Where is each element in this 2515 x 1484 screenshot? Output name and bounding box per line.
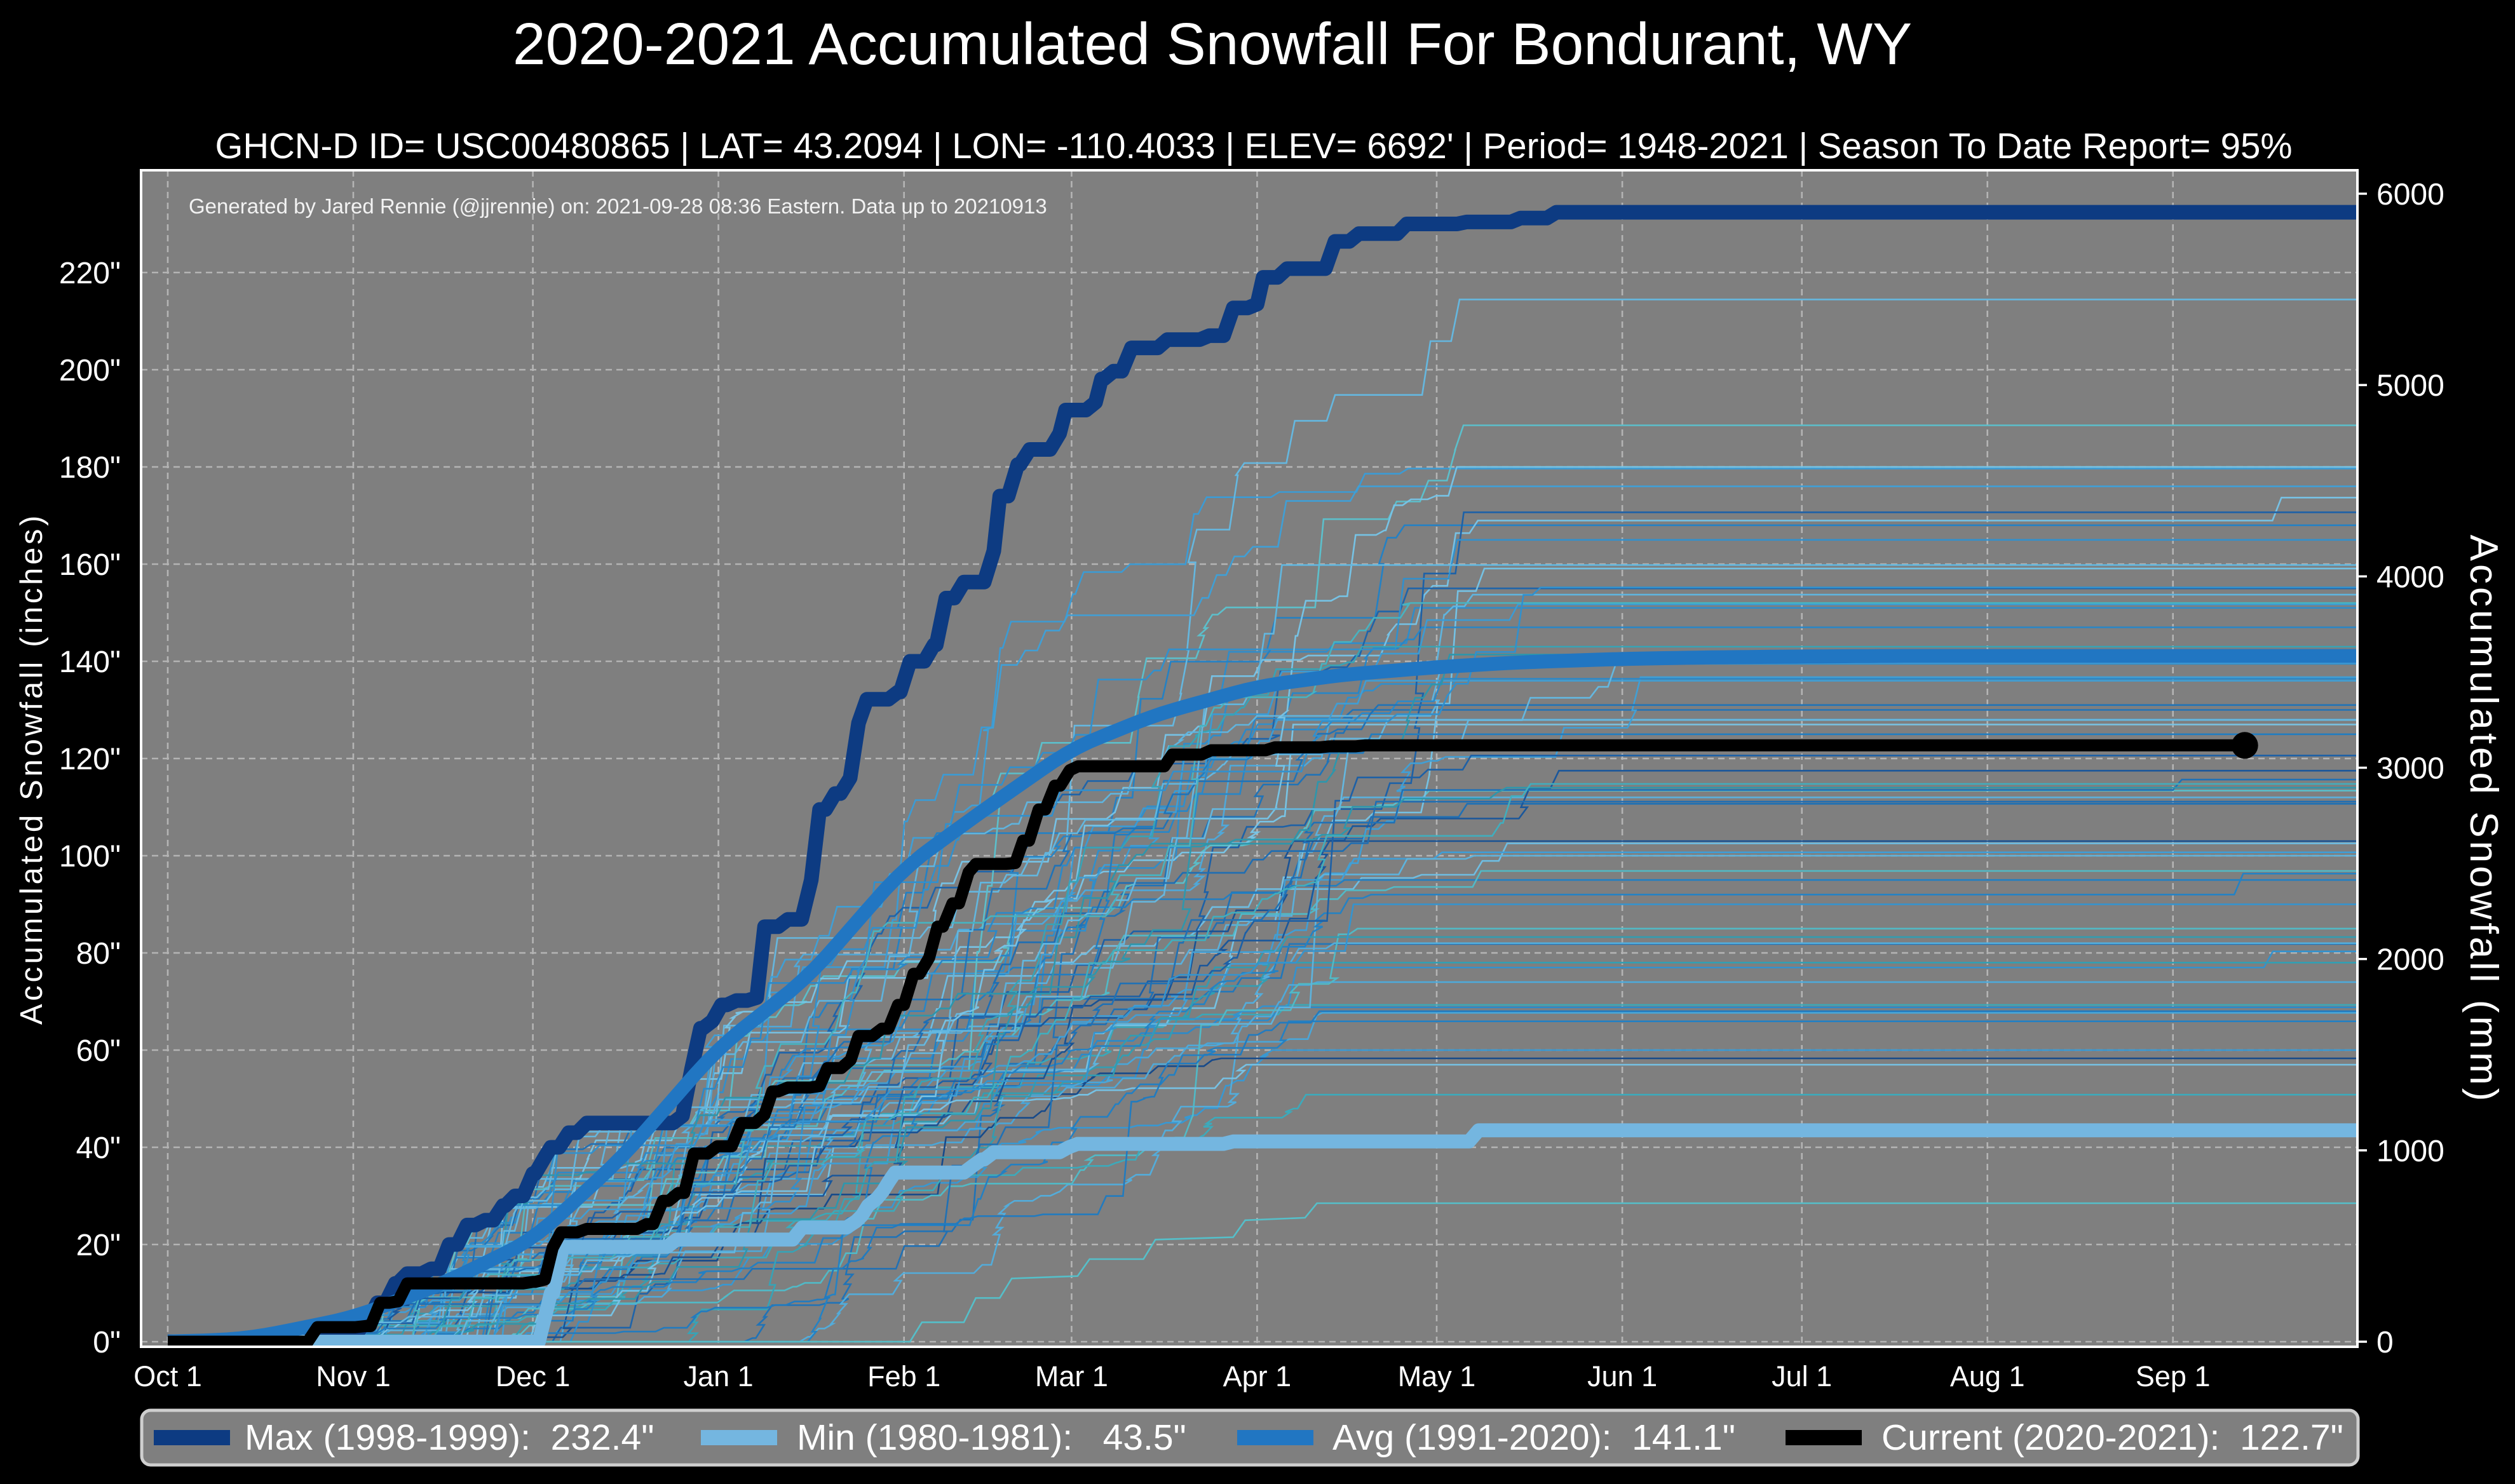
svg-text:Feb 1: Feb 1 [867, 1360, 940, 1393]
svg-text:180": 180" [59, 451, 121, 485]
svg-text:0": 0" [93, 1326, 121, 1359]
svg-text:4000: 4000 [2376, 560, 2444, 594]
svg-text:6000: 6000 [2376, 178, 2444, 212]
svg-text:May 1: May 1 [1398, 1360, 1476, 1393]
svg-text:Max (1998-1999): 232.4": Max (1998-1999): 232.4" [245, 1417, 654, 1458]
svg-text:Dec 1: Dec 1 [496, 1360, 571, 1393]
svg-text:Mar 1: Mar 1 [1035, 1360, 1108, 1393]
svg-text:5000: 5000 [2376, 369, 2444, 403]
svg-text:3000: 3000 [2376, 752, 2444, 786]
svg-text:Nov 1: Nov 1 [316, 1360, 391, 1393]
svg-text:200": 200" [59, 354, 121, 388]
svg-text:Apr 1: Apr 1 [1223, 1360, 1292, 1393]
svg-text:Oct 1: Oct 1 [133, 1360, 202, 1393]
svg-text:2000: 2000 [2376, 943, 2444, 977]
svg-text:1000: 1000 [2376, 1135, 2444, 1168]
svg-text:Accumulated Snowfall (mm): Accumulated Snowfall (mm) [2462, 535, 2505, 1105]
svg-text:220": 220" [59, 257, 121, 290]
svg-text:160": 160" [59, 548, 121, 582]
svg-text:2020-2021 Accumulated Snowfall: 2020-2021 Accumulated Snowfall For Bondu… [513, 11, 1912, 77]
svg-text:Sep 1: Sep 1 [2136, 1360, 2211, 1393]
svg-text:60": 60" [76, 1034, 121, 1068]
svg-text:Jan 1: Jan 1 [684, 1360, 754, 1393]
svg-text:Avg (1991-2020): 141.1": Avg (1991-2020): 141.1" [1332, 1417, 1735, 1458]
svg-text:Aug 1: Aug 1 [1950, 1360, 2025, 1393]
svg-text:Min (1980-1981): 43.5": Min (1980-1981): 43.5" [797, 1417, 1186, 1458]
svg-text:40": 40" [76, 1131, 121, 1165]
svg-text:80": 80" [76, 937, 121, 971]
svg-text:100": 100" [59, 840, 121, 874]
svg-text:Current (2020-2021): 122.7": Current (2020-2021): 122.7" [1881, 1417, 2343, 1458]
svg-text:Generated by Jared Rennie (@jj: Generated by Jared Rennie (@jjrennie) on… [189, 194, 1047, 218]
svg-text:120": 120" [59, 743, 121, 776]
svg-text:20": 20" [76, 1229, 121, 1262]
svg-text:Accumulated Snowfall (inches): Accumulated Snowfall (inches) [15, 513, 49, 1025]
svg-text:GHCN-D ID= USC00480865 | LAT=: GHCN-D ID= USC00480865 | LAT= 43.2094 | … [215, 126, 2293, 166]
svg-text:140": 140" [59, 645, 121, 679]
svg-text:0: 0 [2376, 1326, 2394, 1359]
svg-text:Jun 1: Jun 1 [1587, 1360, 1657, 1393]
svg-text:Jul 1: Jul 1 [1772, 1360, 1832, 1393]
